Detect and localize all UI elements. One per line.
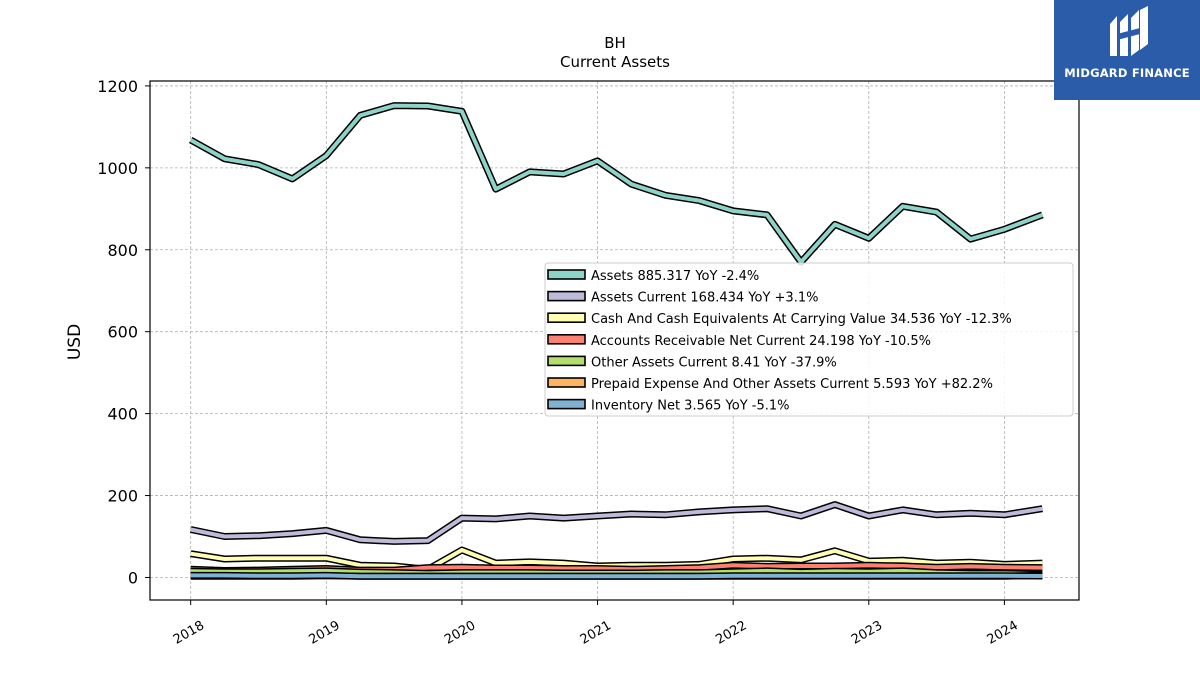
legend-entry: Inventory Net 3.565 YoY -5.1% (591, 399, 790, 414)
x-tick-label: 2019 (306, 618, 342, 648)
logo-mark-icon (1110, 6, 1148, 56)
y-tick-label: 200 (107, 487, 138, 506)
series-line-assets-current (190, 502, 1043, 544)
y-tick-label: 800 (107, 241, 138, 260)
legend-entry: Cash And Cash Equivalents At Carrying Va… (591, 312, 1012, 327)
legend-entry: Other Assets Current 8.41 YoY -37.9% (591, 355, 837, 370)
legend-entry: Assets 885.317 YoY -2.4% (591, 269, 759, 284)
logo-text: MIDGARD FINANCE (1064, 66, 1190, 80)
y-tick-label: 600 (107, 323, 138, 342)
y-axis-label: USD (65, 324, 85, 360)
legend-swatch (547, 355, 586, 367)
legend-entry: Assets Current 168.434 YoY +3.1% (591, 291, 818, 306)
legend-entry: Accounts Receivable Net Current 24.198 Y… (591, 334, 931, 349)
legend-swatch (547, 377, 586, 388)
x-tick-label: 2021 (578, 618, 614, 648)
chart-subtitle: Current Assets (560, 53, 670, 71)
x-tick-label: 2018 (171, 618, 207, 648)
legend-swatch (547, 290, 586, 302)
legend-swatch (547, 333, 586, 345)
series-line-inventory-net (190, 573, 1043, 579)
plot-frame (149, 80, 1080, 601)
y-tick-label: 400 (107, 405, 138, 424)
legend-box (544, 262, 1074, 417)
x-tick-label: 2020 (442, 618, 478, 648)
series-outline-assets (189, 102, 1044, 266)
x-tick-label: 2022 (713, 618, 749, 648)
chart-title: BH (604, 34, 626, 52)
x-tick-label: 2024 (985, 618, 1021, 648)
brand-logo: MIDGARD FINANCE (1054, 0, 1200, 100)
y-tick-label: 0 (128, 568, 138, 587)
series-line-assets (189, 103, 1044, 265)
legend-swatch (547, 312, 586, 324)
legend-swatch (547, 269, 586, 280)
y-tick-label: 1000 (97, 159, 138, 178)
x-tick-label: 2023 (849, 618, 885, 648)
y-tick-label: 1200 (97, 77, 138, 96)
legend: Assets 885.317 YoY -2.4% Assets Current 1… (544, 262, 1074, 417)
legend-entry: Prepaid Expense And Other Assets Current… (591, 377, 993, 392)
legend-swatch (547, 398, 586, 410)
series-layer (189, 102, 1044, 580)
